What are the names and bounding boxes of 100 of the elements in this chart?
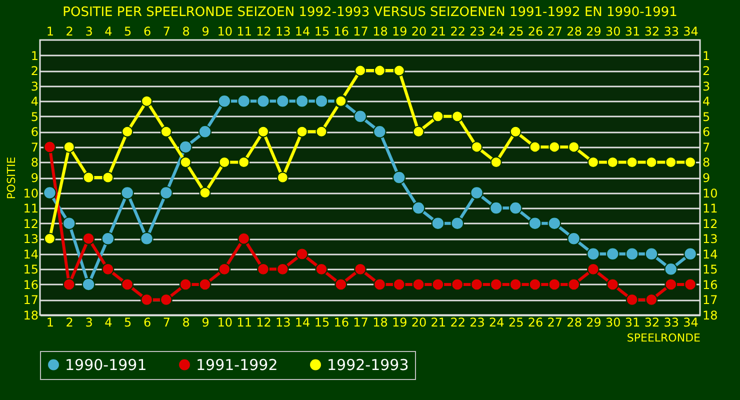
y-tick-label: 7 [30, 140, 38, 154]
x-tick-label: 23 [470, 316, 485, 330]
y2-tick-label: 5 [702, 110, 710, 124]
x2-tick-label: 22 [450, 24, 466, 38]
point [567, 232, 580, 246]
point [392, 278, 406, 291]
point [180, 156, 192, 168]
y-tick-label: 4 [30, 94, 38, 109]
point [626, 294, 638, 306]
point [218, 156, 230, 168]
y-tick-label: 10 [23, 186, 38, 200]
point [508, 201, 522, 215]
x-tick-label: 4 [104, 316, 112, 330]
y2-tick-label: 3 [702, 79, 710, 94]
point [257, 126, 269, 138]
point [296, 248, 308, 260]
x-tick-label: 24 [489, 316, 504, 330]
point [510, 126, 522, 138]
x2-tick-label: 15 [314, 24, 330, 38]
x-tick-label: 22 [450, 316, 466, 330]
point [179, 278, 192, 291]
x2-tick-label: 26 [528, 24, 544, 38]
y-tick-label: 2 [30, 64, 38, 78]
point [198, 278, 212, 291]
x-tick-label: 21 [430, 316, 446, 330]
y2-tick-label: 14 [702, 247, 718, 262]
x2-tick-label: 33 [664, 24, 680, 38]
x-tick-label: 30 [606, 316, 621, 330]
point [237, 94, 250, 108]
x-tick-label: 15 [314, 316, 330, 330]
x-tick-label: 17 [353, 316, 368, 330]
point [392, 170, 406, 184]
point [451, 278, 464, 291]
point [393, 64, 405, 76]
y2-tick-label: 13 [702, 232, 718, 246]
point [684, 247, 697, 260]
point [587, 156, 599, 168]
x-tick-label: 8 [182, 316, 190, 330]
y2-tick-label: 1 [702, 48, 710, 63]
point [509, 278, 522, 291]
point [218, 94, 232, 108]
point [101, 232, 115, 246]
point [63, 141, 75, 153]
point [471, 141, 483, 153]
point [490, 278, 502, 291]
x2-tick-label: 25 [508, 24, 524, 38]
y-tick-label: 13 [23, 232, 38, 246]
x-tick-label: 12 [256, 316, 272, 330]
point [470, 278, 483, 291]
x2-tick-label: 11 [236, 24, 252, 38]
x2-tick-label: 20 [411, 24, 427, 38]
point [122, 126, 134, 138]
point [470, 186, 484, 200]
y2-tick-label: 4 [702, 94, 710, 109]
point [625, 247, 639, 260]
point [141, 95, 153, 107]
y2-tick-label: 6 [702, 125, 710, 140]
legend-label: 1991-1992 [196, 356, 278, 374]
x-tick-label: 13 [276, 316, 291, 330]
x-tick-label: 7 [162, 316, 170, 330]
point [490, 201, 503, 215]
point [276, 262, 289, 276]
x2-tick-label: 9 [202, 24, 210, 38]
y2-tick-label: 17 [702, 293, 718, 308]
y2-tick-label: 10 [702, 186, 718, 200]
x2-tick-label: 5 [124, 24, 132, 38]
point [626, 156, 638, 168]
x-tick-label: 20 [411, 316, 427, 330]
point [315, 262, 328, 276]
point [586, 247, 600, 260]
x2-tick-label: 30 [606, 24, 621, 38]
x2-tick-label: 31 [624, 24, 640, 38]
point [568, 141, 580, 153]
point [160, 186, 173, 200]
point [121, 278, 134, 291]
y-tick-label: 14 [23, 247, 38, 262]
x-tick-label: 25 [508, 316, 524, 330]
y-tick-label: 11 [23, 202, 38, 216]
y-tick-label: 16 [23, 278, 38, 292]
y-tick-label: 8 [30, 156, 38, 170]
point [529, 141, 541, 153]
x2-tick-label: 28 [566, 24, 582, 38]
point [102, 262, 114, 276]
point [528, 216, 542, 230]
point [587, 262, 600, 276]
x-tick-label: 19 [392, 316, 408, 330]
point [276, 94, 290, 108]
point [665, 156, 677, 168]
x-tick-label: 16 [334, 316, 350, 330]
y2-tick-label: 12 [702, 216, 718, 231]
point [178, 140, 192, 154]
point [684, 156, 696, 168]
y2-tick-label: 16 [702, 278, 718, 292]
x-tick-label: 2 [66, 316, 74, 330]
point [684, 278, 696, 291]
chart-title: POSITIE PER SPEELRONDE SEIZOEN 1992-1993 VERSUS SEIZOENEN 1991-1992 EN 1990-1991 [62, 5, 678, 20]
x2-tick-label: 27 [547, 24, 563, 38]
point [450, 216, 464, 230]
x2-tick-label: 34 [683, 24, 698, 38]
x2-tick-label: 14 [294, 24, 310, 38]
